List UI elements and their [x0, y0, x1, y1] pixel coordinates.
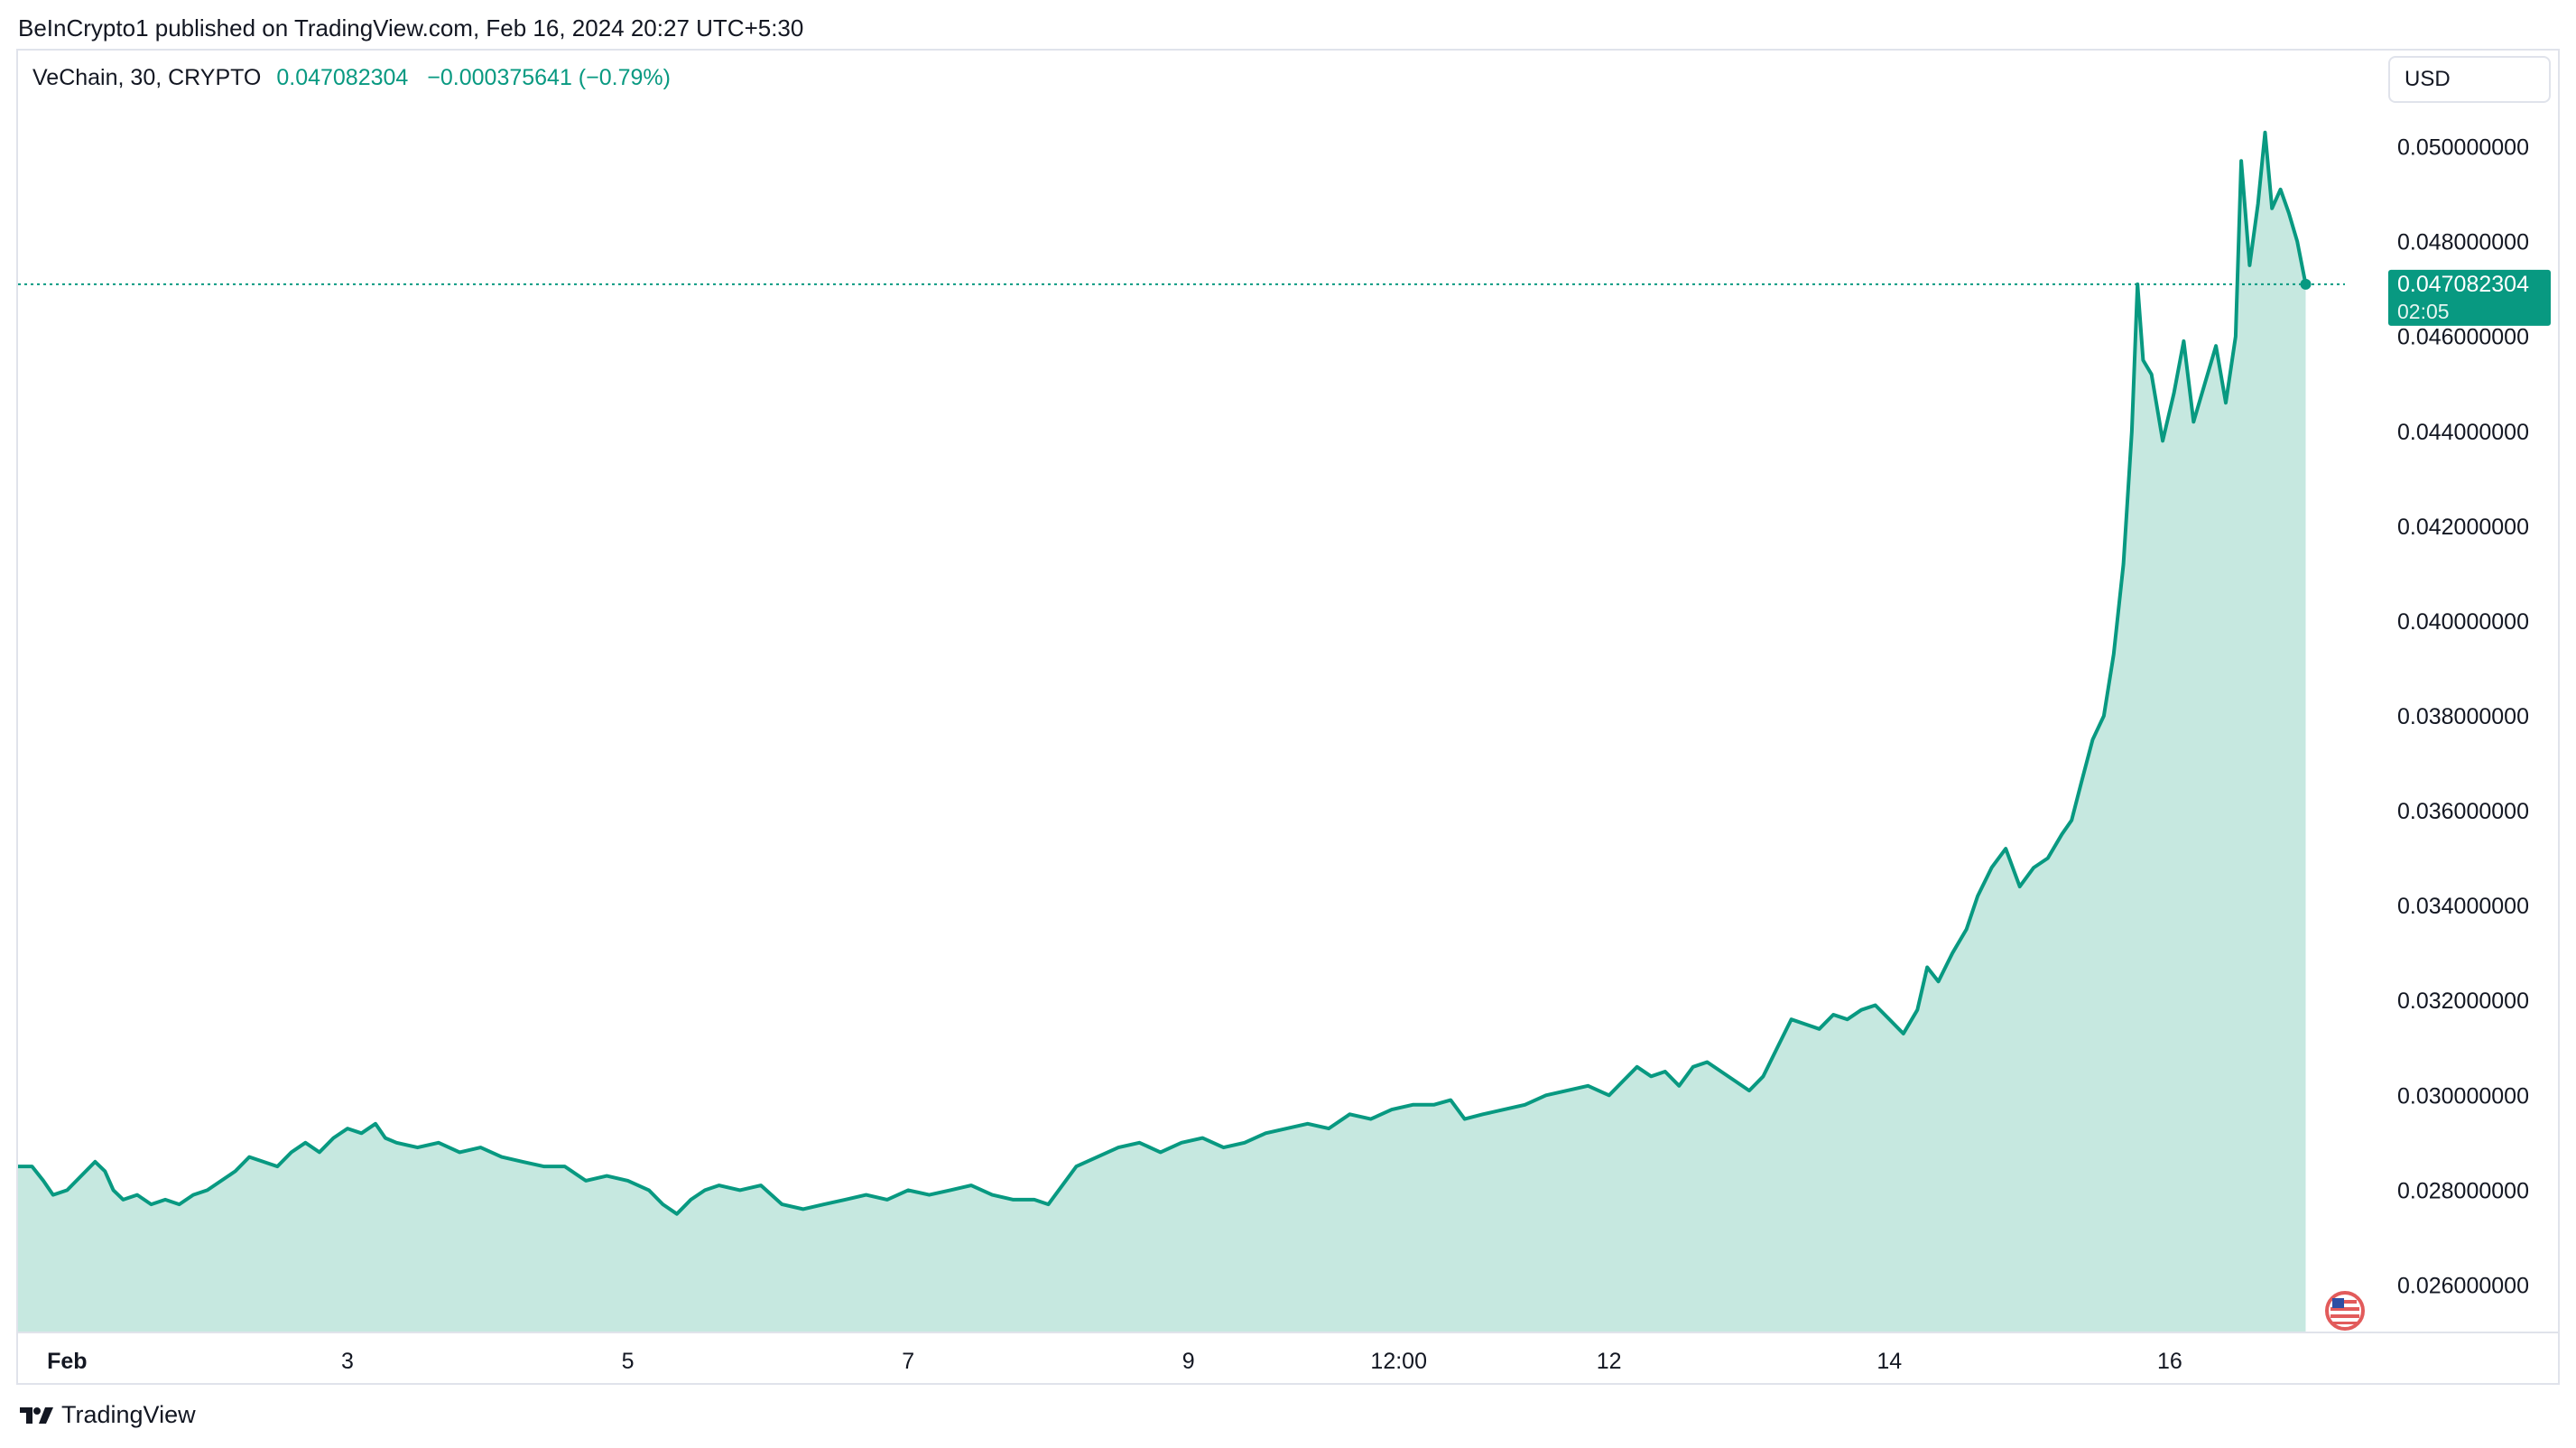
time-axis-tick-label: 16 [2157, 1349, 2182, 1374]
us-flag-canton [2332, 1298, 2344, 1308]
time-axis-tick-label: 9 [1182, 1349, 1195, 1374]
us-flag-stripe [2333, 1322, 2357, 1324]
time-axis-tick-label: 7 [902, 1349, 914, 1374]
price-axis-tick-label: 0.038000000 [2397, 704, 2529, 729]
legend-change: −0.000375641 (−0.79%) [427, 65, 671, 90]
time-axis[interactable]: Feb 3 5 7 9 12:00 12 14 16 [18, 1332, 2560, 1374]
price-axis-tick-label: 0.036000000 [2397, 799, 2529, 824]
publisher-line: BeInCrypto1 published on TradingView.com… [18, 14, 804, 42]
price-axis-tick-label: 0.028000000 [2397, 1178, 2529, 1203]
tradingview-logo-icon [20, 1406, 53, 1424]
last-price-label: 0.047082304 02:05 [2388, 269, 2551, 326]
symbol-legend[interactable]: VeChain, 30, CRYPTO 0.047082304 −0.00037… [32, 65, 683, 91]
time-axis-tick-label: 12 [1597, 1349, 1622, 1374]
us-flag-icon[interactable] [2325, 1291, 2365, 1331]
price-area-fill [18, 132, 2306, 1332]
time-axis-tick-label: 5 [622, 1349, 635, 1374]
price-axis-tick-label: 0.046000000 [2397, 325, 2529, 350]
last-price-label-bg [2388, 269, 2551, 326]
legend-price: 0.047082304 [276, 65, 409, 90]
time-axis-tick-label: 14 [1876, 1349, 1902, 1374]
price-axis[interactable]: 0.050000000 0.048000000 0.046000000 0.04400… [2397, 135, 2529, 1299]
price-axis-tick-label: 0.044000000 [2397, 420, 2529, 445]
price-axis-tick-label: 0.050000000 [2397, 135, 2529, 161]
price-axis-tick-label: 0.040000000 [2397, 609, 2529, 635]
price-axis-tick-label: 0.042000000 [2397, 515, 2529, 540]
last-price-label-countdown: 02:05 [2397, 300, 2450, 323]
price-axis-tick-label: 0.048000000 [2397, 230, 2529, 255]
price-line [18, 130, 2308, 1216]
us-flag-stripe [2330, 1307, 2359, 1311]
time-axis-tick-label: 3 [341, 1349, 354, 1374]
price-axis-tick-label: 0.030000000 [2397, 1083, 2529, 1109]
time-axis-tick-label: 12:00 [1370, 1349, 1427, 1374]
currency-button[interactable]: USD [2388, 56, 2551, 103]
price-axis-tick-label: 0.032000000 [2397, 989, 2529, 1014]
legend-symbol: VeChain, 30, CRYPTO [32, 65, 262, 90]
last-price-dot [2300, 278, 2312, 290]
time-axis-tick-label: Feb [47, 1349, 87, 1374]
chart-frame [16, 49, 2560, 1385]
tradingview-brand-text: TradingView [61, 1401, 196, 1428]
tradingview-logo[interactable]: TradingView [18, 1401, 196, 1429]
us-flag-stripe [2333, 1300, 2357, 1304]
last-price-label-value: 0.047082304 [2397, 272, 2529, 297]
price-axis-tick-label: 0.026000000 [2397, 1273, 2529, 1298]
price-axis-tick-label: 0.034000000 [2397, 894, 2529, 919]
us-flag-stripe [2330, 1314, 2359, 1318]
